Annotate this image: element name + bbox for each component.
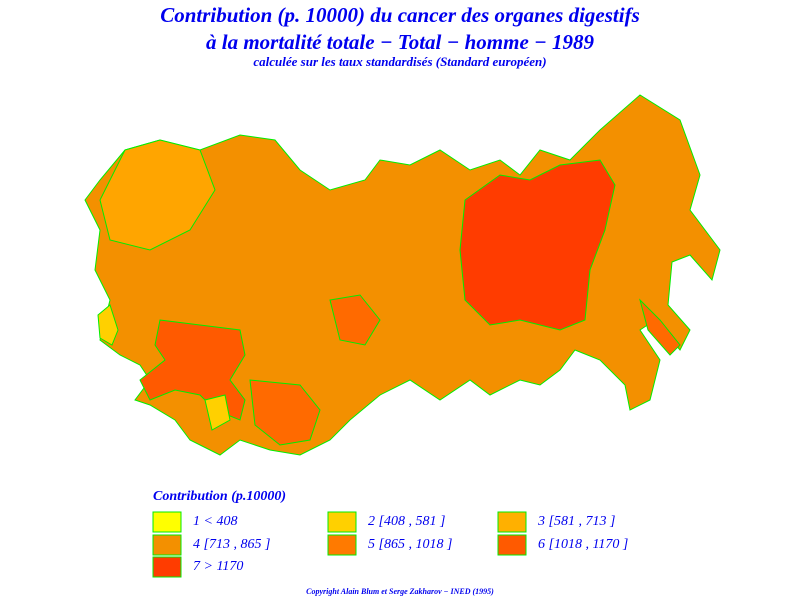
- legend-swatch: [152, 534, 182, 556]
- region-northwest: [99, 139, 216, 251]
- legend-swatch: [327, 511, 357, 533]
- copyright: Copyright Alain Blum et Serge Zakharov −…: [306, 587, 494, 596]
- legend-swatch: [327, 534, 357, 556]
- legend-label: 6 [1018 , 1170 ]: [538, 537, 628, 552]
- region-central-asia: [249, 379, 321, 446]
- region-yellow-2: [204, 394, 231, 431]
- legend-swatch: [152, 511, 182, 533]
- legend-label: 5 [865 , 1018 ]: [368, 537, 452, 552]
- legend-swatch: [497, 534, 527, 556]
- legend-label: 3 [581 , 713 ]: [537, 514, 615, 529]
- legend-title: Contribution (p.10000): [153, 489, 286, 504]
- region-yellow-1: [97, 304, 119, 346]
- legend-label: 4 [713 , 865 ]: [193, 537, 270, 552]
- title-line-2: à la mortalité totale − Total − homme − …: [206, 30, 594, 54]
- legend: 1 < 408 2 [408 , 581 ] 3 [581 , 713 ] 4 [71…: [152, 511, 628, 578]
- map: [84, 94, 721, 456]
- legend-label: 2 [408 , 581 ]: [368, 514, 445, 529]
- region-kamchatka: [639, 298, 681, 356]
- region-yakutia: [459, 159, 616, 331]
- subtitle: calculée sur les taux standardisés (Stan…: [253, 54, 546, 69]
- legend-label: 7 > 1170: [193, 559, 243, 574]
- legend-swatch: [497, 511, 527, 533]
- region-west-siberia: [329, 294, 381, 346]
- legend-label: 1 < 408: [193, 514, 237, 529]
- title-line-1: Contribution (p. 10000) du cancer des or…: [160, 3, 640, 27]
- legend-swatch: [152, 556, 182, 578]
